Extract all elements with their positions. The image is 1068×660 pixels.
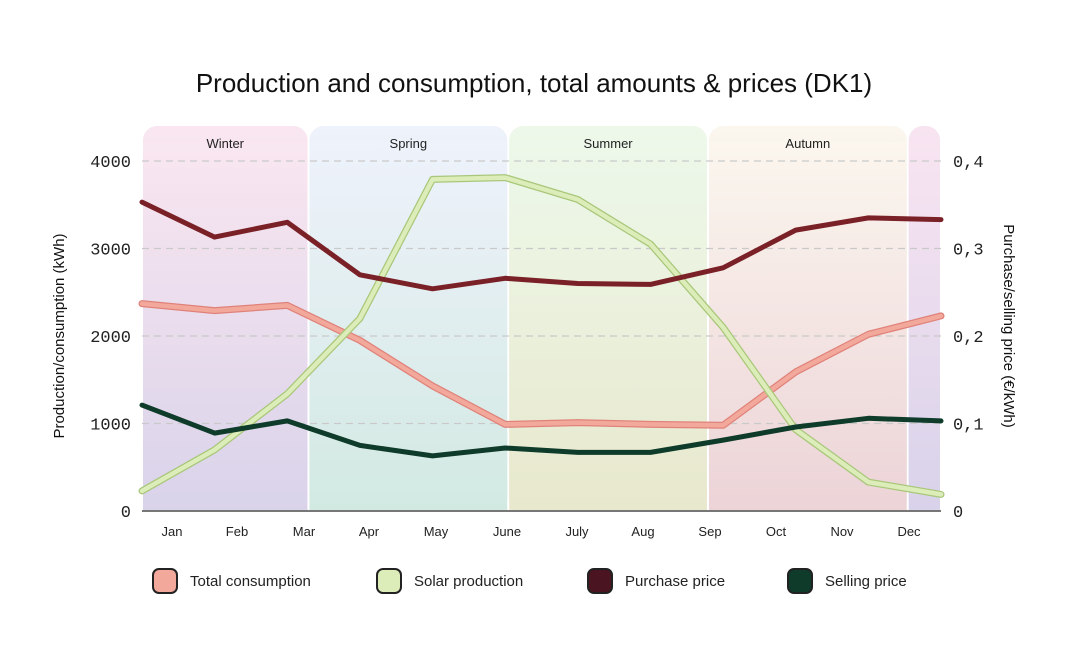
y2-tick-label: 0,4 (953, 154, 984, 173)
legend-swatch-purchase-price (587, 568, 613, 594)
chart-title: Production and consumption, total amount… (195, 68, 873, 98)
y-axis-title: Production/consumption (kWh) (51, 233, 68, 438)
series-line-selling-price (139, 402, 944, 459)
legend-label: Selling price (825, 572, 907, 590)
legend-swatch-total-consumption (152, 568, 178, 594)
y2-tick-label: 0 (953, 504, 963, 523)
legend-label: Solar production (414, 572, 524, 590)
legend-item: Solar production (376, 563, 523, 599)
x-tick-label: July (565, 524, 589, 539)
x-tick-label: Feb (226, 524, 248, 539)
y2-axis-title: Purchase/selling price (€/kWh) (1000, 224, 1017, 427)
y-tick-label: 2000 (90, 329, 131, 348)
y-tick-label: 0 (121, 504, 131, 523)
x-tick-label: Dec (897, 524, 921, 539)
x-tick-label: Oct (766, 524, 787, 539)
x-tick-label: May (424, 524, 449, 539)
y2-tick-label: 0,2 (953, 329, 984, 348)
x-tick-label: Mar (293, 524, 316, 539)
series-line-total-consumption (139, 301, 944, 428)
legend-swatch-selling-price (787, 568, 813, 594)
y-tick-label: 3000 (90, 242, 131, 261)
legend-item: Purchase price (587, 563, 725, 599)
x-tick-label: Aug (631, 524, 654, 539)
legend-label: Total consumption (190, 572, 311, 590)
legend-label: Purchase price (625, 572, 726, 590)
x-tick-label: Apr (359, 524, 380, 539)
season-label: Summer (584, 136, 634, 151)
y-tick-label: 4000 (90, 154, 131, 173)
y2-tick-label: 0,1 (953, 417, 984, 436)
legend: Total consumption Solar production Purch… (0, 563, 1068, 599)
legend-swatch-solar-production (376, 568, 402, 594)
y2-tick-label: 0,3 (953, 242, 984, 261)
legend-item: Selling price (787, 563, 907, 599)
season-label: Autumn (785, 136, 830, 151)
series-line-purchase-price (139, 199, 944, 292)
x-tick-label: Sep (698, 524, 721, 539)
series-line-solar-production (139, 175, 944, 497)
x-tick-label: Jan (162, 524, 183, 539)
y-tick-label: 1000 (90, 417, 131, 436)
season-label: Winter (206, 136, 244, 151)
legend-item: Total consumption (152, 563, 311, 599)
x-tick-label: Nov (830, 524, 854, 539)
season-label: Spring (390, 136, 428, 151)
x-tick-label: June (493, 524, 521, 539)
